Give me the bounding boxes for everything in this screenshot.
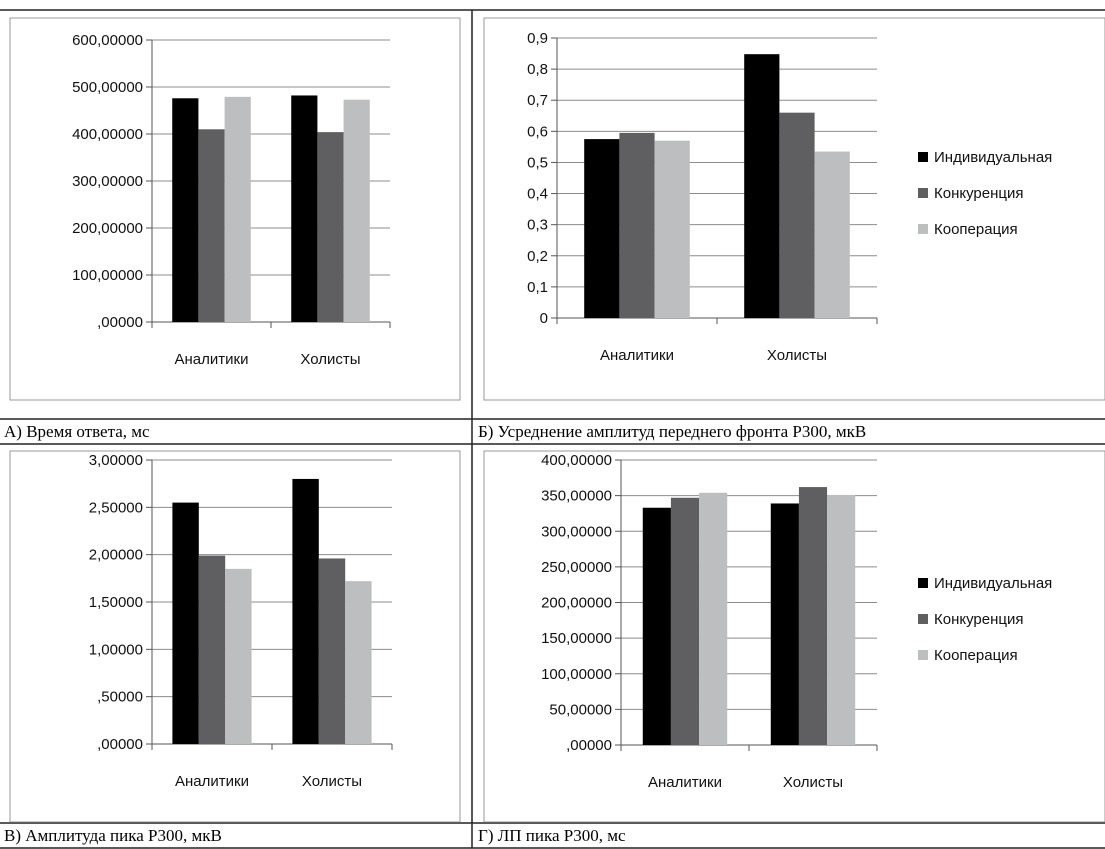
chart-caption: В) Амплитуда пика Р300, мкВ (4, 826, 222, 845)
bar-series-3-first-category (225, 568, 252, 744)
legend-label: Кооперация (934, 647, 1018, 664)
y-tick-label: 200,00000 (72, 220, 143, 237)
y-tick-label: 200,00000 (541, 595, 612, 612)
bar-series-2-second-category (318, 558, 346, 744)
y-tick-label: ,00000 (97, 314, 143, 331)
legend-label: Индивидуальная (934, 575, 1052, 592)
y-tick-label: 0 (540, 310, 548, 327)
category-label: Аналитики (175, 773, 249, 790)
bar-series-2-first-category (670, 497, 700, 745)
legend-swatch (918, 650, 928, 660)
chart-caption: А) Время ответа, мс (4, 422, 150, 441)
legend-label: Индивидуальная (934, 149, 1052, 166)
bar-series-1-first-category (642, 507, 671, 745)
legend-label: Кооперация (934, 221, 1018, 238)
y-tick-label: 0,9 (527, 30, 548, 47)
bar-series-3-first-category (654, 140, 690, 318)
chart-2: 0 0,1 0,2 0,3 0,4 0,5 0,6 0,7 0,8 0,9 Аналитики Хол… (478, 17, 1105, 441)
chart-1: ,00000 100,00000 200,00000 300,00000 400,000… (4, 17, 461, 441)
category-label: Холисты (767, 347, 827, 364)
bar-series-3-first-category (224, 96, 251, 323)
category-label: Холисты (300, 351, 360, 368)
y-tick-label: 150,00000 (541, 630, 612, 647)
legend-label: Конкуренция (934, 185, 1024, 202)
y-tick-label: 0,4 (527, 186, 548, 203)
bar-series-1-second-category (292, 478, 319, 744)
y-tick-label: 300,00000 (541, 523, 612, 540)
legend-label: Конкуренция (934, 611, 1024, 628)
y-tick-label: 2,50000 (89, 499, 143, 516)
y-tick-label: 1,00000 (89, 641, 143, 658)
bar-series-1-second-category (744, 54, 780, 319)
y-tick-label: 0,2 (527, 248, 548, 265)
y-tick-label: 600,00000 (72, 32, 143, 49)
y-tick-label: 0,1 (527, 279, 548, 296)
legend-swatch (918, 188, 928, 198)
y-tick-label: ,00000 (566, 737, 612, 754)
legend-swatch (918, 224, 928, 234)
legend-swatch (918, 614, 928, 624)
y-tick-label: 300,00000 (72, 173, 143, 190)
y-tick-label: 0,8 (527, 61, 548, 78)
category-label: Аналитики (600, 347, 674, 364)
category-label: Холисты (302, 773, 362, 790)
bar-series-1-first-category (172, 502, 199, 744)
bar-series-2-first-category (198, 555, 226, 744)
y-tick-label: ,00000 (97, 736, 143, 753)
chart-area-border (9, 450, 461, 823)
y-tick-label: 100,00000 (541, 666, 612, 683)
legend-swatch (918, 578, 928, 588)
y-tick-label: 0,6 (527, 123, 548, 140)
y-tick-label: 400,00000 (541, 452, 612, 469)
y-tick-label: 500,00000 (72, 79, 143, 96)
y-tick-label: 350,00000 (541, 488, 612, 505)
y-tick-label: 100,00000 (72, 267, 143, 284)
chart-caption: Б) Усреднение амплитуд переднего фронта … (478, 422, 866, 441)
y-tick-label: 250,00000 (541, 559, 612, 576)
chart-caption: Г) ЛП пика Р300, мс (478, 826, 626, 845)
category-label: Холисты (783, 774, 843, 791)
bar-series-1-first-category (172, 98, 199, 322)
y-tick-label: ,50000 (97, 689, 143, 706)
bar-series-2-second-category (779, 112, 815, 319)
chart-4: ,00000 50,00000 100,00000 150,00000 200,0000… (478, 450, 1105, 845)
y-tick-label: 50,00000 (549, 701, 612, 718)
y-tick-label: 3,00000 (89, 452, 143, 469)
bar-series-1-second-category (770, 503, 799, 745)
bar-series-3-second-category (345, 581, 372, 744)
bar-series-1-first-category (584, 139, 620, 318)
legend-swatch (918, 152, 928, 162)
bar-series-2-second-category (317, 132, 344, 322)
bar-series-1-second-category (291, 95, 318, 323)
y-tick-label: 0,5 (527, 154, 548, 171)
bar-series-2-first-category (198, 129, 225, 322)
y-tick-label: 2,00000 (89, 547, 143, 564)
chart-3: ,00000 ,50000 1,00000 1,50000 2,00000 2,50000… (4, 450, 461, 845)
y-tick-label: 0,7 (527, 92, 548, 109)
category-label: Аналитики (648, 774, 722, 791)
y-tick-label: 0,3 (527, 217, 548, 234)
bar-series-3-first-category (699, 492, 728, 745)
bar-series-3-second-category (827, 494, 856, 745)
bar-series-3-second-category (814, 151, 850, 318)
category-label: Аналитики (175, 351, 249, 368)
y-tick-label: 400,00000 (72, 126, 143, 143)
bar-series-3-second-category (343, 99, 370, 322)
y-tick-label: 1,50000 (89, 594, 143, 611)
bar-series-2-second-category (798, 487, 828, 745)
bar-series-2-first-category (619, 132, 655, 318)
